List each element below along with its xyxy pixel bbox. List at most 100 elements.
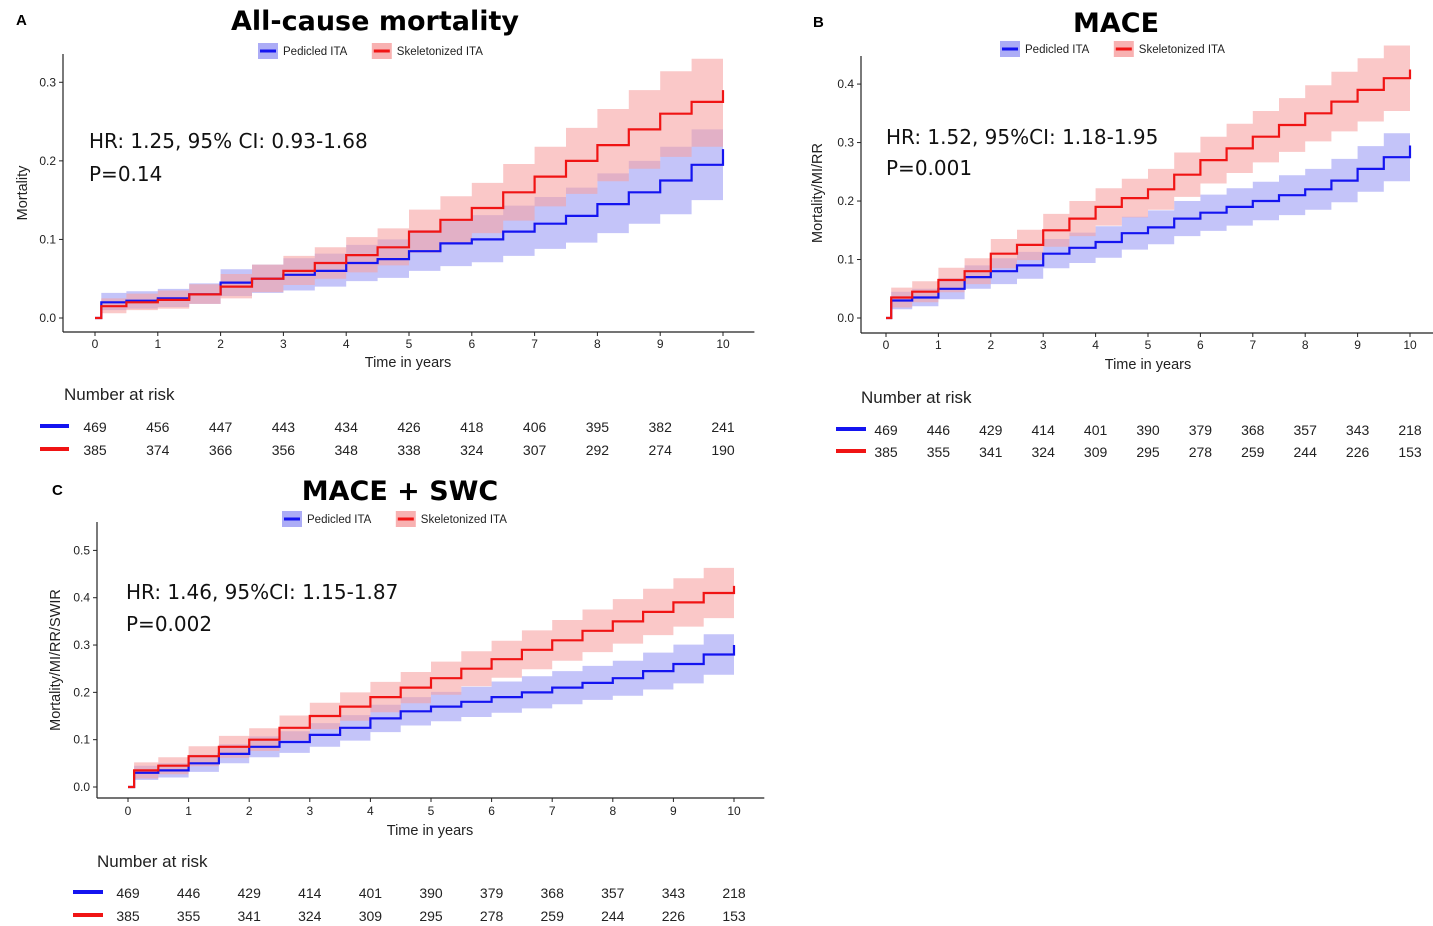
y-tick-label: 0.4 [73,591,90,605]
y-tick-label: 0.0 [837,311,854,325]
annotation-text: HR: 1.52, 95%CI: 1.18-1.95 [886,125,1158,149]
risk-value: 390 [1136,422,1160,438]
legend-label: Pedicled ITA [307,514,372,526]
x-tick-label: 4 [1092,338,1099,352]
x-tick-label: 7 [549,804,556,818]
risk-value: 368 [1241,422,1265,438]
x-tick-label: 3 [1040,338,1047,352]
risk-value: 341 [979,444,1003,460]
annotation-text: P=0.001 [886,156,972,180]
x-tick-label: 9 [1354,338,1361,352]
x-tick-label: 10 [727,804,741,818]
y-tick-label: 0.1 [39,232,56,246]
risk-value: 324 [460,442,484,458]
risk-value: 443 [272,419,296,435]
risk-value: 469 [83,419,107,435]
risk-value: 324 [298,908,322,924]
risk-table-title: Number at risk [64,385,175,404]
x-tick-label: 6 [488,804,495,818]
legend: Pedicled ITA Skeletonized ITA [1000,41,1225,57]
risk-value: 406 [523,419,547,435]
risk-value: 390 [419,885,443,901]
legend-label: Pedicled ITA [1025,44,1090,56]
x-tick-label: 8 [1302,338,1309,352]
x-tick-label: 6 [468,337,475,351]
x-tick-label: 1 [935,338,942,352]
risk-value: 401 [359,885,383,901]
risk-value: 226 [662,908,686,924]
risk-value: 295 [419,908,443,924]
annotation-text: HR: 1.46, 95%CI: 1.15-1.87 [126,580,398,604]
risk-value: 244 [1294,444,1318,460]
risk-value: 343 [662,885,686,901]
risk-value: 446 [927,422,951,438]
x-tick-label: 0 [92,337,99,351]
km-line-skeletonized [886,69,1412,320]
risk-value: 338 [397,442,421,458]
y-tick-label: 0.3 [73,638,90,652]
annotation-text: P=0.002 [126,612,212,636]
risk-value: 414 [1032,422,1056,438]
x-tick-label: 8 [594,337,601,351]
legend-label: Pedicled ITA [283,46,348,58]
risk-value: 244 [601,908,625,924]
risk-value: 355 [177,908,201,924]
km-line-pedicled [886,145,1412,320]
risk-value: 426 [397,419,421,435]
y-tick-label: 0.1 [73,733,90,747]
risk-value: 295 [1136,444,1160,460]
y-tick-label: 0.2 [837,194,854,208]
panel-letter: A [16,12,27,29]
x-tick-label: 2 [987,338,994,352]
legend-label: Skeletonized ITA [421,514,507,526]
panel-c: C MACE + SWC Pedicled ITA Skeletonized ITA 0… [48,476,765,924]
x-tick-label: 6 [1197,338,1204,352]
y-tick-label: 0.4 [837,77,854,91]
risk-value: 153 [722,908,746,924]
risk-value: 190 [711,442,735,458]
risk-value: 309 [1084,444,1108,460]
risk-value: 307 [523,442,547,458]
y-tick-label: 0.3 [837,136,854,150]
y-axis-label: Mortality [15,165,31,221]
risk-value: 379 [480,885,504,901]
risk-value: 357 [601,885,625,901]
risk-value: 414 [298,885,322,901]
x-tick-label: 0 [883,338,890,352]
panel-a: A All-cause mortality Pedicled ITA Skeleton… [15,6,755,458]
risk-value: 259 [1241,444,1265,460]
y-tick-label: 0.1 [837,253,854,267]
risk-value: 278 [480,908,504,924]
risk-value: 379 [1189,422,1213,438]
risk-value: 469 [116,885,140,901]
annotation-text: HR: 1.25, 95% CI: 0.93-1.68 [89,129,368,153]
risk-value: 226 [1346,444,1370,460]
y-tick-label: 0.2 [39,154,56,168]
km-line-skeletonized [95,90,725,320]
km-line-skeletonized [128,585,736,789]
legend-label: Skeletonized ITA [397,46,483,58]
y-tick-label: 0.5 [73,543,90,557]
risk-value: 395 [586,419,610,435]
y-tick-label: 0.0 [39,311,56,325]
x-tick-label: 2 [217,337,224,351]
ci-band-skeletonized [95,43,723,318]
annotation-text: P=0.14 [89,162,162,186]
risk-value: 429 [979,422,1003,438]
risk-value: 418 [460,419,484,435]
x-tick-label: 4 [367,804,374,818]
risk-value: 218 [722,885,746,901]
x-tick-label: 3 [280,337,287,351]
x-axis-label: Time in years [365,355,451,371]
risk-value: 153 [1398,444,1422,460]
x-tick-label: 10 [716,337,730,351]
risk-value: 341 [238,908,262,924]
risk-value: 446 [177,885,201,901]
risk-value: 385 [874,444,898,460]
risk-value: 366 [209,442,233,458]
risk-value: 356 [272,442,296,458]
y-tick-label: 0.3 [39,75,56,89]
risk-value: 385 [116,908,140,924]
risk-value: 469 [874,422,898,438]
risk-value: 241 [711,419,735,435]
